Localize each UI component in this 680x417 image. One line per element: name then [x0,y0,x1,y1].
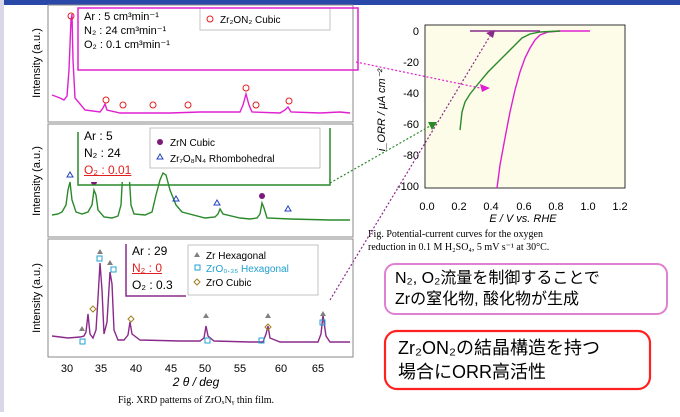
orr-y-tick: -100 [397,181,419,193]
orr-x-label: E / V vs. RHE [489,213,557,225]
left-edge [0,0,4,412]
orr-x-tick: 0.0 [419,201,434,213]
orr-x-tick: 0.4 [483,201,498,213]
xrd-x-tick: 55 [234,363,246,375]
xrd-x-tick: 40 [130,363,142,375]
note-2-line-2: 場合にORR高活性 [398,360,600,384]
zrn-marker [259,193,265,199]
xrd-caption: Fig. XRD patterns of ZrOₓNᵧ thin film. [118,395,274,406]
panel-1-conditions: Ar : 5 cm³min⁻¹ N₂ : 24 cm³min⁻¹ O₂ : 0.… [84,10,170,52]
xrd-x-tick: 60 [275,363,287,375]
panel-2-o2: O₂ : 0.01 [84,162,131,179]
orr-caption-line-1: Fig. Potential-current curves for the ox… [368,229,543,240]
orr-y-label: i_ORR / μA cm⁻² [376,69,388,152]
xrd-panel-3-legend-label-2: ZrO₀.₃₅ Hexagonal [206,264,289,275]
legend-filled-circle-icon [157,139,163,145]
orr-y-axis: 0 -20 -40 -60 -80 -100 [397,26,419,193]
xrd-x-label: 2 θ / deg [172,375,220,389]
orr-y-tick: 0 [413,26,419,38]
orr-x-tick: 1.0 [580,201,595,213]
xrd-panel-1-ylabel: Intensity (a.u.) [31,28,43,98]
panel-2-n2: N₂ : 24 [84,145,131,162]
panel-1-o2: O₂ : 0.1 cm³min⁻¹ [84,38,170,52]
orr-y-tick: -40 [403,88,419,100]
xrd-x-tick: 35 [95,363,107,375]
orr-plot-area [425,25,625,188]
xrd-figure: Intensity (a.u.) Intensity (a.u.) Intens… [31,5,353,406]
note-1-text: N₂, O₂流量を制御することで Zrの窒化物, 酸化物が生成 [395,268,600,310]
orr-x-tick: 1.2 [612,201,627,213]
panel-3-o2: O₂ : 0.3 [132,277,173,294]
orr-y-tick: -20 [403,57,419,69]
xrd-panel-3-legend-label-1: Zr Hexagonal [206,251,266,262]
panel-3-n2: N₂ : 0 [132,260,173,277]
panel-1-n2: N₂ : 24 cm³min⁻¹ [84,24,170,38]
panel-2-conditions: Ar : 5 N₂ : 24 O₂ : 0.01 [84,128,131,179]
xrd-panel-1-legend-label: Zr₂ON₂ Cubic [220,15,281,26]
orr-caption-line-2: reduction in 0.1 M H₂SO₄, 5 mV s⁻¹ at 30… [368,242,549,253]
panel-3-ar: Ar : 29 [132,243,173,260]
orr-x-tick: 0.8 [548,201,563,213]
xrd-panel-2-ylabel: Intensity (a.u.) [31,146,43,216]
xrd-panel-3-legend-label-3: ZrO Cubic [206,278,252,289]
orr-x-tick: 0.2 [451,201,466,213]
note-1-line-1: N₂, O₂流量を制御することで [395,268,600,289]
top-bar [0,0,680,5]
xrd-x-tick: 30 [61,363,73,375]
panel-1-ar: Ar : 5 cm³min⁻¹ [84,10,170,24]
panel-2-ar: Ar : 5 [84,128,131,145]
xrd-x-tick: 65 [312,363,324,375]
xrd-x-tick: 50 [199,363,211,375]
note-2-text: Zr₂ON₂の結晶構造を持つ 場合にORR高活性 [398,336,600,384]
xrd-panel-2-legend-label-2: Zr₇O₈N₄ Rhombohedral [170,154,274,165]
xrd-x-tick: 45 [165,363,177,375]
note-2-line-1: Zr₂ON₂の結晶構造を持つ [398,336,600,360]
note-1-line-2: Zrの窒化物, 酸化物が生成 [395,289,600,310]
orr-y-tick: -60 [403,119,419,131]
xrd-panel-2-legend-label-1: ZrN Cubic [170,138,215,149]
orr-x-axis: 0.0 0.2 0.4 0.6 0.8 1.0 1.2 [419,201,627,213]
panel-3-conditions: Ar : 29 N₂ : 0 O₂ : 0.3 [132,243,173,294]
orr-x-tick: 0.6 [516,201,531,213]
xrd-x-axis: 30 35 40 45 50 55 60 65 [61,363,324,375]
xrd-panel-3-ylabel: Intensity (a.u.) [31,263,43,333]
